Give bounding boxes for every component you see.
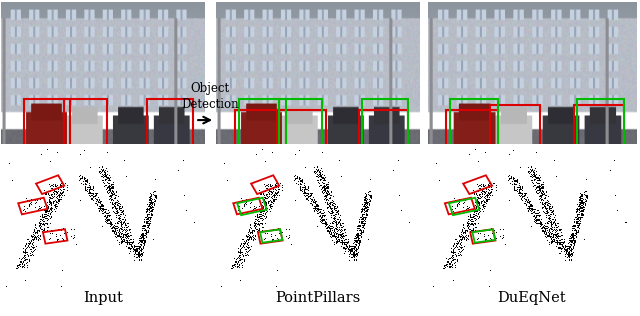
Bar	[359, 110, 408, 154]
Text: Object: Object	[190, 82, 230, 95]
Bar	[237, 198, 267, 215]
Bar	[445, 198, 475, 214]
Text: DuEqNet: DuEqNet	[497, 291, 566, 305]
Bar	[24, 100, 70, 151]
Bar	[280, 100, 322, 151]
Bar	[362, 100, 408, 151]
Bar	[65, 100, 107, 151]
Bar	[490, 105, 540, 152]
Bar	[260, 229, 282, 243]
Bar	[277, 110, 326, 154]
Bar	[235, 110, 285, 154]
Bar	[233, 198, 262, 214]
Bar	[451, 100, 499, 151]
Bar	[446, 110, 499, 154]
Bar	[573, 105, 623, 152]
Bar	[577, 100, 623, 151]
Text: Input: Input	[83, 291, 123, 305]
Text: PointPillars: PointPillars	[275, 291, 361, 305]
Bar	[251, 175, 279, 194]
Bar	[36, 175, 64, 194]
Bar	[258, 229, 282, 244]
Bar	[239, 100, 285, 151]
Bar	[18, 198, 47, 214]
Bar	[449, 198, 479, 215]
Bar	[472, 229, 495, 243]
Bar	[43, 229, 67, 244]
Text: Detection: Detection	[181, 98, 239, 111]
Bar	[470, 229, 495, 244]
Bar	[147, 100, 193, 151]
Bar	[463, 175, 492, 194]
